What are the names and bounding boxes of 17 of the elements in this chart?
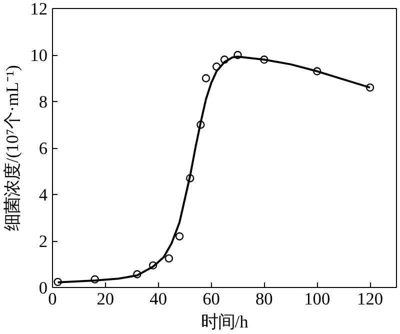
x-tick-label: 20 bbox=[96, 290, 114, 308]
y-tick-label: 6 bbox=[38, 139, 48, 158]
x-tick-label: 60 bbox=[202, 290, 220, 308]
point bbox=[202, 74, 210, 82]
x-tick-label: 120 bbox=[357, 290, 384, 308]
point bbox=[175, 232, 184, 240]
y-tick-label: 12 bbox=[30, 0, 48, 18]
y-tick-label: 4 bbox=[38, 186, 48, 204]
point bbox=[164, 254, 174, 263]
x-axis-title: 时间/h bbox=[200, 312, 249, 332]
y-axis-title: 细菌浓度/(10⁷个·mL⁻¹) bbox=[3, 64, 22, 231]
x-tick-label: 40 bbox=[150, 290, 168, 308]
y-tick-label: 10 bbox=[30, 46, 48, 65]
y-tick-label: 8 bbox=[38, 92, 48, 112]
y-tick-label: 2 bbox=[38, 232, 48, 251]
x-tick-label: 100 bbox=[304, 290, 330, 308]
x-tick-label: 80 bbox=[256, 290, 273, 308]
